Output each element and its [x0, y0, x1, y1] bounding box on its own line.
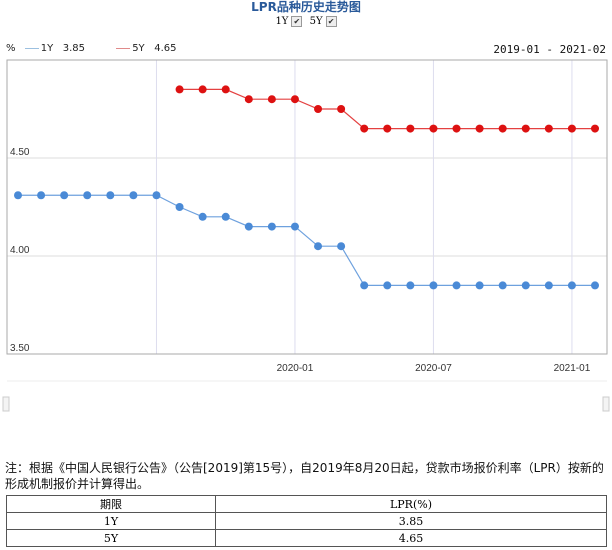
data-point-1Y: [267, 222, 276, 231]
data-point-5Y: [267, 95, 276, 104]
data-point-5Y: [521, 124, 530, 133]
x-tick-label: 2020-01: [277, 363, 314, 374]
toggle-1y[interactable]: 1Y ✔: [275, 16, 303, 27]
data-point-1Y: [452, 281, 461, 290]
range-handle-left[interactable]: [2, 396, 10, 412]
plot-border: [6, 59, 608, 355]
line-swatch-icon: [116, 47, 131, 49]
data-point-1Y: [152, 191, 161, 200]
line-swatch-icon: [24, 47, 39, 49]
data-point-5Y: [383, 124, 392, 133]
data-point-1Y: [429, 281, 438, 290]
data-point-1Y: [314, 242, 323, 251]
legend-item-1y[interactable]: 1Y 3.85: [24, 43, 85, 54]
data-point-1Y: [60, 191, 69, 200]
date-range: 2019-01 - 2021-02: [493, 43, 606, 56]
series-toggles: 1Y ✔ 5Y ✔: [0, 15, 612, 29]
unit-label: %: [6, 43, 16, 54]
data-point-5Y: [360, 124, 369, 133]
range-handle-right[interactable]: [602, 396, 610, 412]
y-tick-label: 3.50: [10, 343, 30, 354]
data-point-1Y: [198, 212, 207, 221]
y-tick-label: 4.50: [10, 147, 30, 158]
table-header-row: 期限 LPR(%): [6, 495, 608, 513]
data-point-1Y: [498, 281, 507, 290]
data-point-5Y: [198, 85, 207, 94]
data-point-1Y: [83, 191, 92, 200]
data-point-5Y: [429, 124, 438, 133]
table-row: 1Y 3.85: [6, 512, 608, 530]
data-point-5Y: [290, 95, 299, 104]
data-point-1Y: [337, 242, 346, 251]
toggle-5y[interactable]: 5Y ✔: [310, 16, 337, 27]
data-point-5Y: [544, 124, 553, 133]
data-point-1Y: [521, 281, 530, 290]
data-point-1Y: [244, 222, 253, 231]
data-point-1Y: [106, 191, 115, 200]
data-point-1Y: [383, 281, 392, 290]
data-point-1Y: [221, 212, 230, 221]
checkbox-checked-icon[interactable]: ✔: [291, 16, 303, 27]
y-tick-label: 4.00: [10, 245, 30, 256]
data-point-5Y: [337, 105, 346, 113]
checkbox-checked-icon[interactable]: ✔: [325, 16, 337, 27]
data-point-5Y: [406, 124, 415, 133]
data-point-1Y: [406, 281, 415, 290]
legend: % 1Y 3.85 5Y 4.65: [6, 43, 182, 54]
data-point-1Y: [175, 203, 184, 211]
data-point-1Y: [567, 281, 576, 290]
data-point-1Y: [475, 281, 484, 290]
data-point-5Y: [175, 85, 184, 94]
data-point-5Y: [498, 124, 507, 133]
lpr-table: 期限 LPR(%) 1Y 3.85 5Y 4.65: [6, 495, 608, 547]
footnote: 注：根据《中国人民银行公告》（公告[2019]第15号），自2019年8月20日…: [5, 461, 604, 491]
data-point-1Y: [37, 191, 46, 200]
data-point-1Y: [290, 222, 299, 231]
data-point-5Y: [314, 105, 323, 113]
table-row: 5Y 4.65: [6, 529, 608, 547]
data-point-1Y: [129, 191, 138, 200]
plot-area: [6, 59, 608, 355]
x-tick-label: 2020-07: [415, 363, 452, 374]
data-point-5Y: [567, 124, 576, 133]
x-tick-label: 2021-01: [554, 363, 591, 374]
chart-title: LPR品种历史走势图: [251, 0, 361, 14]
data-point-1Y: [14, 191, 22, 200]
data-point-5Y: [221, 85, 230, 94]
data-point-5Y: [591, 124, 599, 133]
line-chart: 3.50 4.00 4.50 2020-01 2020-07 2021-01: [2, 59, 610, 412]
legend-item-5y[interactable]: 5Y 4.65: [116, 43, 176, 54]
data-point-1Y: [360, 281, 369, 290]
data-point-1Y: [544, 281, 553, 290]
data-point-5Y: [475, 124, 484, 133]
data-point-1Y: [591, 281, 599, 290]
data-point-5Y: [244, 95, 253, 104]
data-point-5Y: [452, 124, 461, 133]
